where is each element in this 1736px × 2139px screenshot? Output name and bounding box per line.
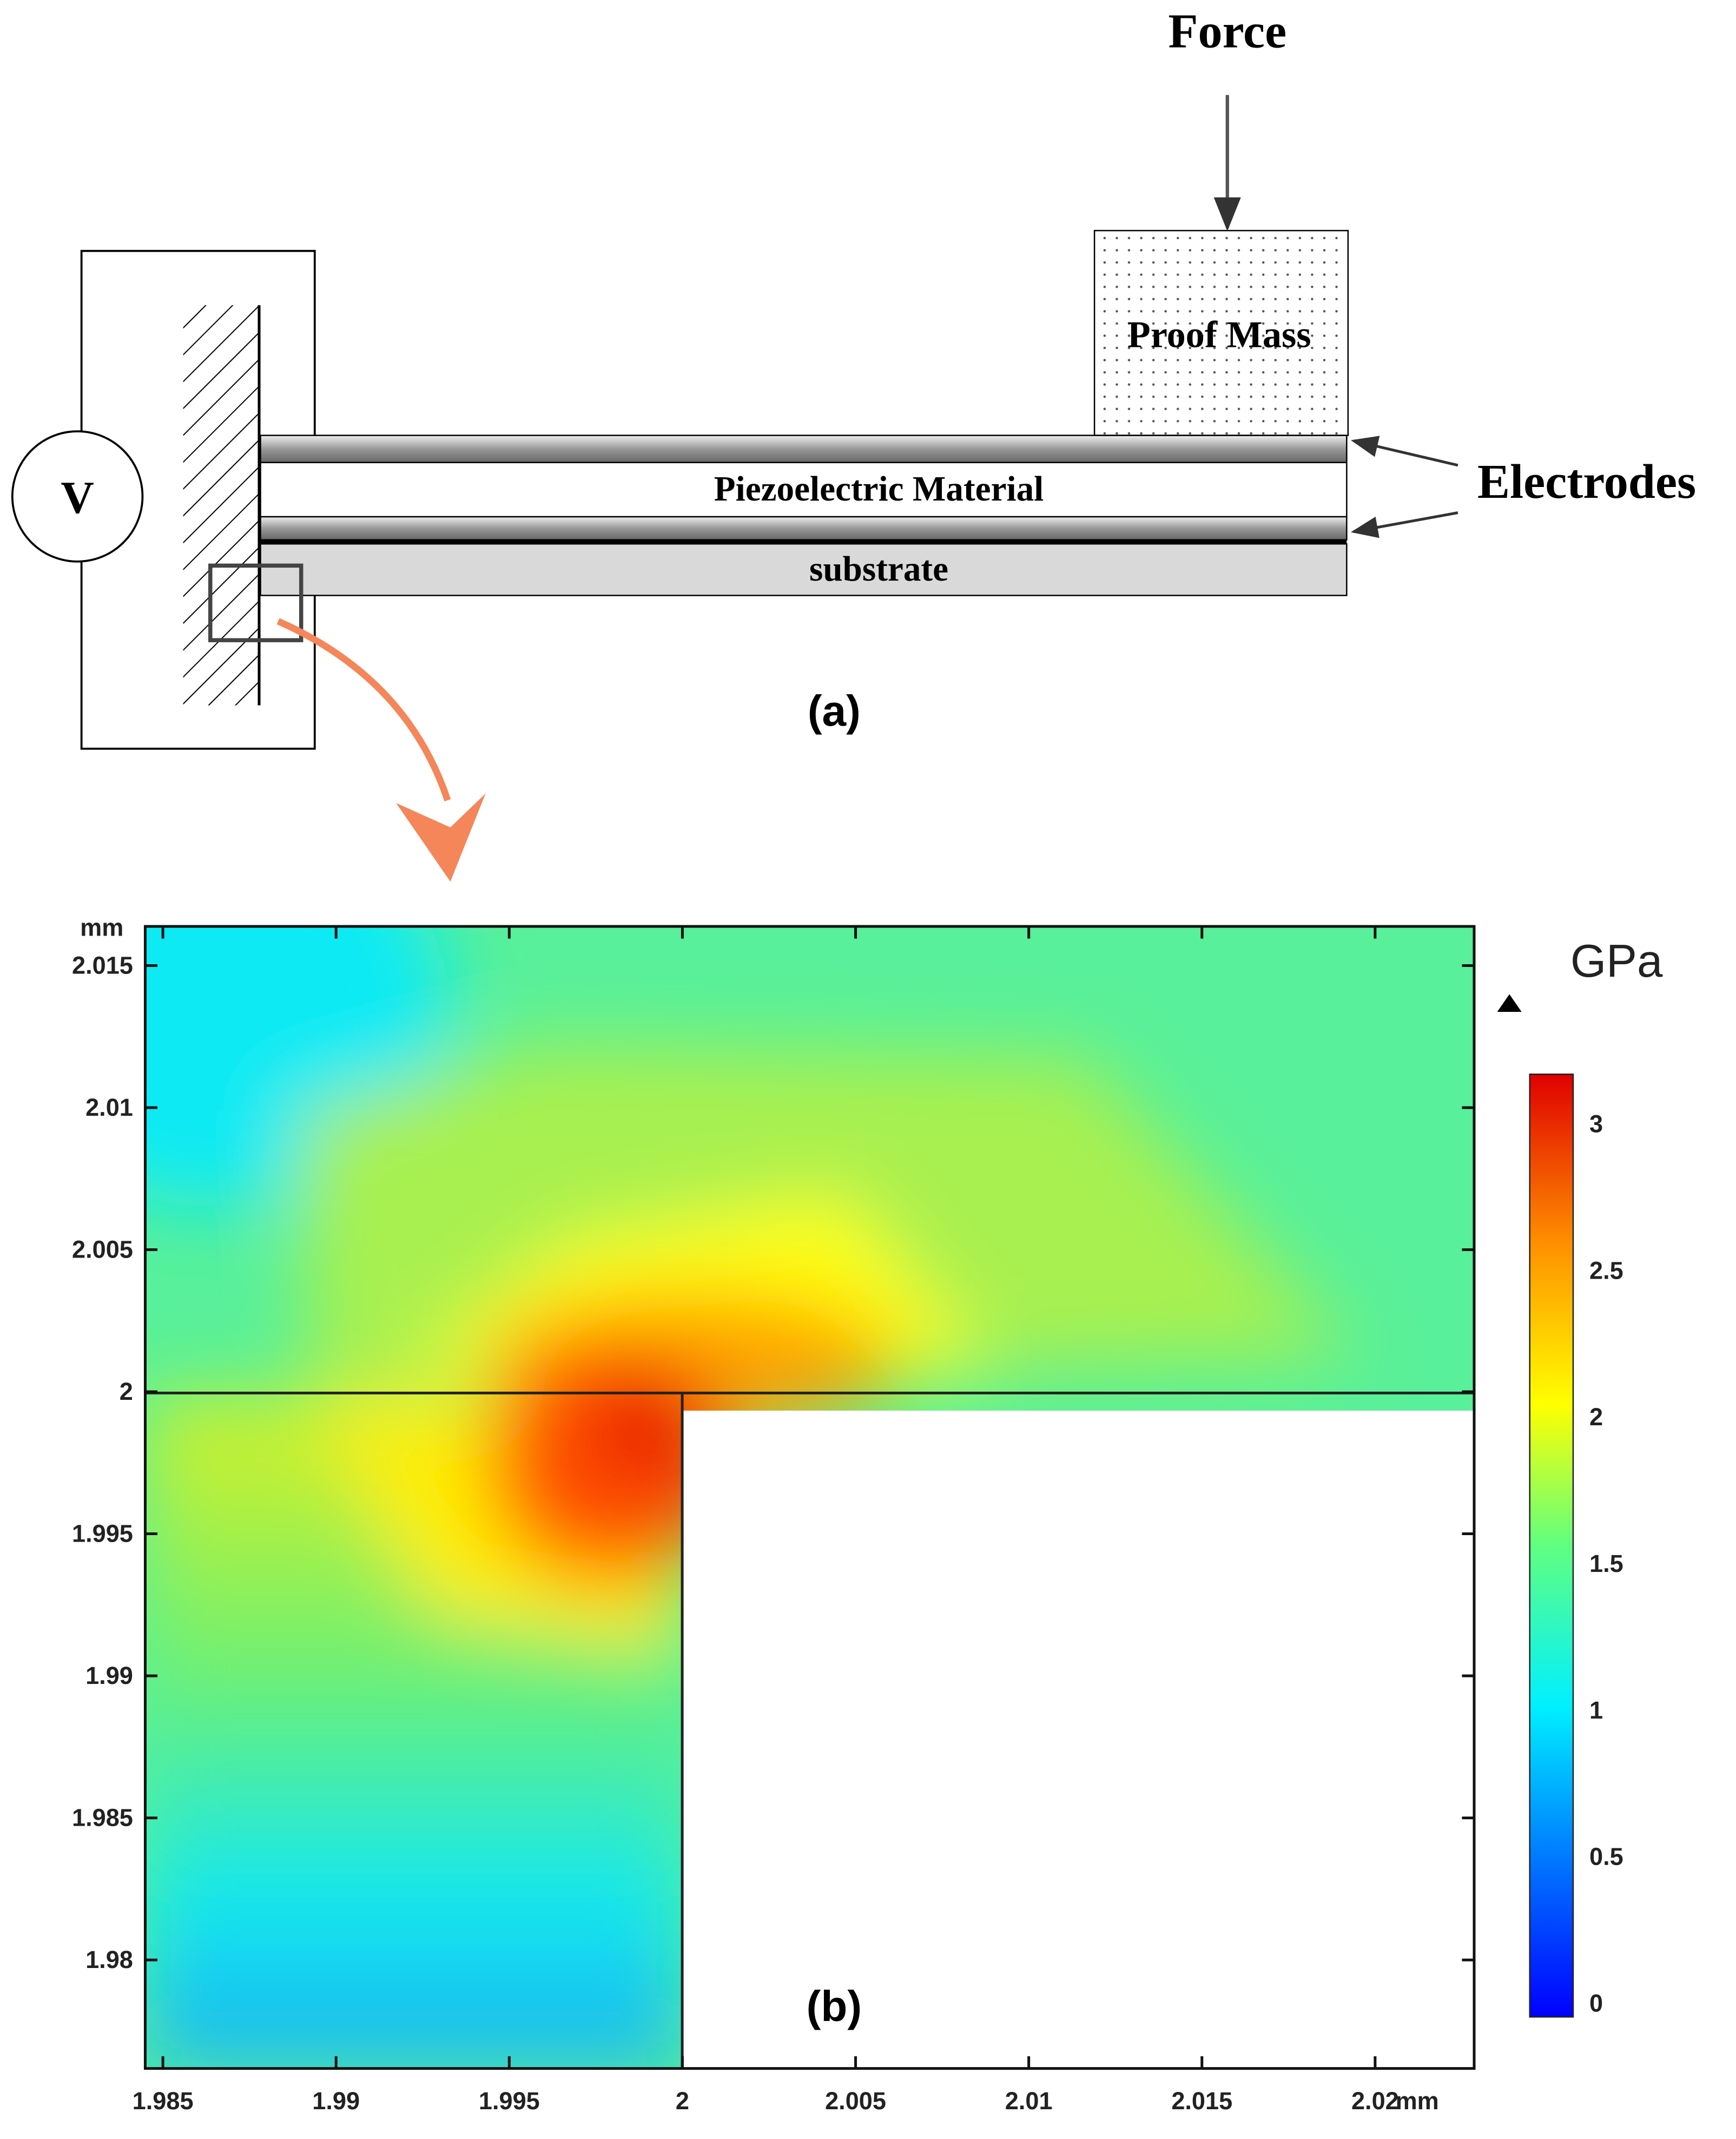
x-tick-label: 1.995 bbox=[479, 2087, 540, 2115]
electrodes-label: Electrodes bbox=[1477, 455, 1696, 509]
colorbar-tick-label: 1.5 bbox=[1589, 1550, 1623, 1577]
bottom-electrode bbox=[260, 516, 1348, 541]
colorbar bbox=[1529, 1074, 1574, 2018]
x-tick-label: 2 bbox=[676, 2087, 689, 2115]
y-tick-label: 1.99 bbox=[85, 1662, 133, 1689]
proof-mass-label: Proof Mass bbox=[1127, 314, 1311, 356]
plot-label: (b) bbox=[807, 1982, 862, 2030]
y-tick-label: 2.01 bbox=[85, 1094, 133, 1121]
x-tick-label: 2.015 bbox=[1171, 2087, 1232, 2115]
y-unit: mm bbox=[80, 914, 123, 942]
x-tick-label: 2.01 bbox=[1005, 2087, 1053, 2115]
colorbar-tick-label: 2 bbox=[1589, 1403, 1603, 1431]
voltage-label: V bbox=[61, 472, 94, 523]
diagram: V Piezoelectric Material substrate Proof… bbox=[11, 4, 1696, 882]
colorbar-tick-label: 0.5 bbox=[1589, 1843, 1623, 1871]
wall-hatch bbox=[183, 305, 258, 706]
x-tick-label: 1.99 bbox=[312, 2087, 360, 2115]
electrode-arrow bbox=[1351, 436, 1458, 467]
substrate-layer bbox=[260, 543, 1348, 596]
y-tick-label: 2.005 bbox=[72, 1236, 133, 1263]
electrode-edge bbox=[260, 539, 1347, 544]
electrode-arrow bbox=[1350, 511, 1458, 538]
colorbar-tick-label: 2.5 bbox=[1589, 1256, 1623, 1284]
y-tick-label: 2.015 bbox=[72, 952, 133, 979]
y-tick-label: 1.995 bbox=[72, 1520, 133, 1548]
colorbar-tick-label: 3 bbox=[1589, 1110, 1603, 1137]
y-tick-label: 1.985 bbox=[72, 1804, 133, 1832]
top-electrode bbox=[260, 435, 1348, 464]
x-tick-label: 1.985 bbox=[133, 2087, 194, 2115]
voltage-source bbox=[11, 430, 144, 563]
zoom-arrowhead bbox=[396, 793, 486, 882]
colorbar-unit: GPa bbox=[1570, 936, 1663, 987]
plot-frame bbox=[143, 925, 1476, 2070]
colorbar-tick-label: 1 bbox=[1589, 1696, 1603, 1724]
x-tick-label: 2.02 bbox=[1351, 2087, 1399, 2115]
colorbar-tick-label: 0 bbox=[1589, 1990, 1603, 2017]
y-tick-label: 2 bbox=[120, 1378, 133, 1405]
diagram-label: (a) bbox=[808, 686, 861, 735]
force-label: Force bbox=[1168, 4, 1286, 58]
x-tick-label: 2.005 bbox=[825, 2087, 886, 2115]
zoom-box bbox=[208, 563, 303, 642]
stress-plot: 1.985 1.99 1.995 2 2.005 2.01 2.015 2.02 1.98 1.9… bbox=[72, 914, 1663, 2115]
zoom-arrow bbox=[276, 618, 451, 801]
piezo-label: Piezoelectric Material bbox=[714, 470, 1044, 509]
piezo-layer bbox=[260, 462, 1348, 518]
x-unit: mm bbox=[1396, 2087, 1439, 2115]
colorbar-marker bbox=[1497, 994, 1522, 1012]
void bbox=[682, 1410, 1474, 2069]
y-tick-label: 1.98 bbox=[85, 1946, 133, 1973]
substrate-label: substrate bbox=[809, 550, 948, 589]
